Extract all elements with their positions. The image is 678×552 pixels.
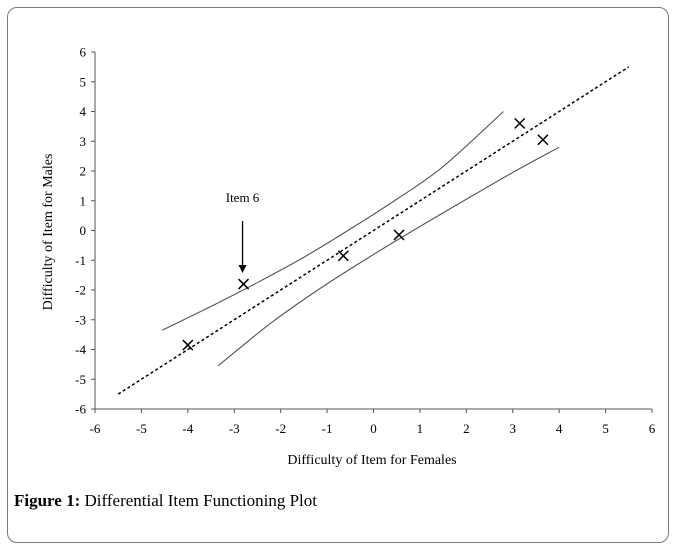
identity-dashed-line bbox=[117, 66, 630, 395]
annotation-label: Item 6 bbox=[226, 190, 260, 205]
y-axis-title: Difficulty of Item for Males bbox=[41, 154, 56, 311]
marker-stroke bbox=[182, 339, 194, 351]
y-tick-label: -3 bbox=[75, 312, 86, 327]
y-tick-label: 6 bbox=[80, 45, 87, 60]
y-tick-label: -6 bbox=[75, 402, 86, 417]
y-tick-label: -1 bbox=[75, 253, 86, 268]
x-tick-label: 0 bbox=[370, 421, 377, 436]
data-points bbox=[182, 117, 549, 351]
marker-stroke bbox=[514, 117, 526, 129]
x-tick-label: -2 bbox=[275, 421, 286, 436]
x-tick-label: 1 bbox=[417, 421, 424, 436]
confidence-bands bbox=[162, 111, 560, 367]
y-tick-label: -5 bbox=[75, 372, 86, 387]
x-tick-label: -6 bbox=[90, 421, 101, 436]
item-annotation: Item 6 bbox=[226, 190, 260, 274]
x-tick-label: -3 bbox=[229, 421, 240, 436]
y-tick-label: 2 bbox=[80, 164, 87, 179]
annotation-arrowhead bbox=[238, 265, 247, 274]
y-tick-label: -4 bbox=[75, 342, 86, 357]
x-tick-label: 3 bbox=[510, 421, 517, 436]
x-tick-label: 2 bbox=[463, 421, 470, 436]
x-tick-label: -4 bbox=[182, 421, 193, 436]
data-point-marker bbox=[537, 134, 549, 146]
x-tick-label: 4 bbox=[556, 421, 563, 436]
figure-frame bbox=[7, 7, 669, 543]
marker-stroke bbox=[238, 278, 250, 290]
x-axis-title: Difficulty of Item for Females bbox=[287, 453, 456, 468]
y-tick-label: 3 bbox=[80, 134, 87, 149]
lower-confidence-band bbox=[217, 146, 560, 367]
marker-stroke bbox=[337, 250, 349, 262]
y-tick-label: 4 bbox=[80, 104, 87, 119]
y-tick-label: 1 bbox=[80, 193, 87, 208]
data-point-marker bbox=[514, 117, 526, 129]
y-tick-label: 5 bbox=[80, 74, 87, 89]
marker-stroke bbox=[393, 229, 405, 241]
data-point-marker bbox=[393, 229, 405, 241]
y-tick-label: 0 bbox=[80, 223, 87, 238]
marker-stroke bbox=[537, 134, 549, 146]
data-point-marker bbox=[182, 339, 194, 351]
x-tick-label: -1 bbox=[322, 421, 333, 436]
upper-confidence-band bbox=[162, 111, 504, 331]
y-tick-label: -2 bbox=[75, 283, 86, 298]
x-tick-label: 5 bbox=[602, 421, 609, 436]
dif-scatter-chart: -6 -5 -4 -3 -2 -1 0 1 2 3 4 5 6 -6 -5 -4 -3 -2 -1 0 1 2 3 4 5 6 I… bbox=[41, 45, 656, 469]
identity-line bbox=[117, 66, 630, 395]
caption-label: Figure 1: bbox=[14, 491, 81, 510]
x-tick-label: 6 bbox=[649, 421, 656, 436]
figure-caption: Figure 1: Differential Item Functioning … bbox=[14, 491, 317, 511]
caption-text: Differential Item Functioning Plot bbox=[80, 491, 317, 510]
data-point-marker bbox=[337, 250, 349, 262]
data-point-marker bbox=[238, 278, 250, 290]
x-tick-label: -5 bbox=[136, 421, 147, 436]
axes: -6 -5 -4 -3 -2 -1 0 1 2 3 4 5 6 -6 -5 -4 -3 -2 -1 0 1 2 3 4 5 6 bbox=[75, 45, 656, 437]
